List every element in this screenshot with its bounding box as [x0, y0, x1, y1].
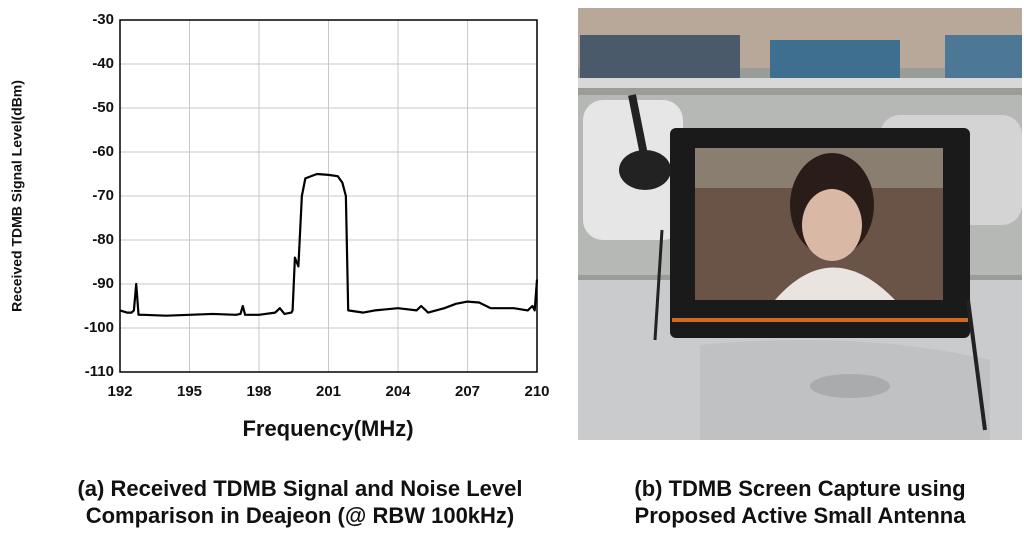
chart-caption: Comparison in Deajeon (@ RBW 100kHz) — [86, 503, 515, 528]
y-tick-label: -30 — [92, 11, 114, 28]
y-tick-label: -60 — [92, 143, 114, 160]
x-tick-label: 204 — [385, 383, 411, 400]
y-tick-label: -90 — [92, 275, 114, 292]
photo-caption: (b) TDMB Screen Capture using — [634, 476, 965, 501]
y-tick-label: -80 — [92, 231, 114, 248]
x-tick-label: 201 — [316, 383, 341, 400]
photo — [578, 8, 1022, 440]
x-tick-label: 210 — [524, 383, 549, 400]
x-axis-label: Frequency(MHz) — [242, 416, 413, 441]
x-tick-label: 207 — [455, 383, 480, 400]
photo-caption: Proposed Active Small Antenna — [635, 503, 967, 528]
signal-line — [119, 172, 539, 317]
plot-frame — [119, 19, 538, 373]
y-tick-label: -40 — [92, 55, 114, 72]
y-tick-label: -100 — [84, 319, 114, 336]
y-tick-label: -110 — [85, 363, 114, 380]
x-tick-label: 195 — [177, 383, 202, 400]
y-axis-label: Received TDMB Signal Level(dBm) — [9, 80, 25, 312]
y-tick-label: -70 — [92, 187, 114, 204]
x-tick-label: 198 — [246, 383, 271, 400]
chart-caption: (a) Received TDMB Signal and Noise Level — [77, 476, 522, 501]
x-tick-label: 192 — [107, 383, 132, 400]
y-tick-label: -50 — [92, 99, 114, 116]
